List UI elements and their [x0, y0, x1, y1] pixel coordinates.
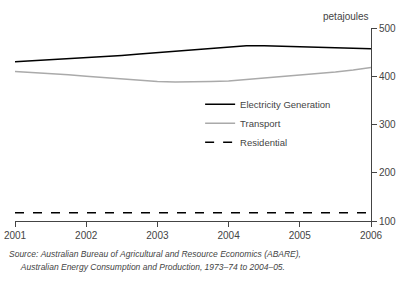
svg-text:Electricity Generation: Electricity Generation — [240, 99, 330, 110]
svg-text:2001: 2001 — [4, 230, 27, 241]
svg-text:petajoules: petajoules — [323, 11, 369, 22]
svg-text:Residential: Residential — [240, 137, 287, 148]
svg-text:Source: Australian Bureau of A: Source: Australian Bureau of Agricultura… — [9, 249, 301, 259]
svg-text:2005: 2005 — [289, 230, 312, 241]
svg-text:Australian Energy Consumption: Australian Energy Consumption and Produc… — [9, 262, 285, 272]
svg-text:400: 400 — [379, 71, 396, 82]
svg-text:500: 500 — [379, 23, 396, 34]
svg-text:300: 300 — [379, 119, 396, 130]
svg-text:2006: 2006 — [360, 230, 383, 241]
svg-text:2002: 2002 — [75, 230, 98, 241]
svg-text:200: 200 — [379, 167, 396, 178]
svg-text:2003: 2003 — [146, 230, 169, 241]
svg-text:Transport: Transport — [240, 118, 281, 129]
svg-text:100: 100 — [379, 216, 396, 227]
svg-text:2004: 2004 — [217, 230, 240, 241]
